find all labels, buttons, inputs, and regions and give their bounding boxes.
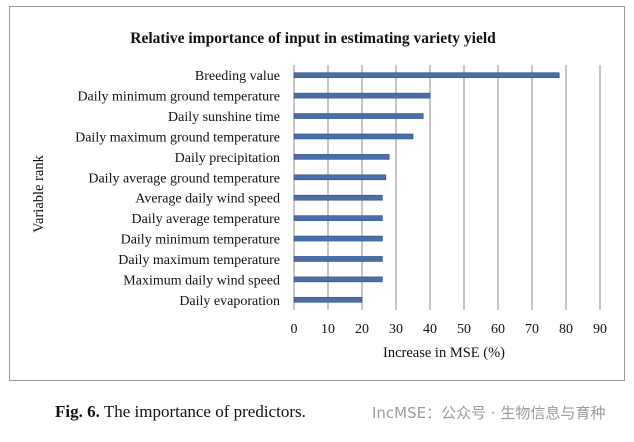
bar [293,235,383,242]
category-label: Daily evaporation [179,294,280,309]
caption-label: Fig. 6. [55,402,100,421]
bar [293,194,383,201]
bar [293,174,387,181]
bar [293,256,383,262]
category-label: Daily average temperature [132,212,280,227]
bar [293,92,431,99]
x-tick-label: 40 [423,322,437,337]
bar [293,276,383,283]
category-label: Daily maximum temperature [118,253,280,268]
category-label: Daily minimum temperature [121,233,280,248]
chart-title: Relative importance of input in estimati… [130,30,496,47]
x-tick-label: 80 [559,322,573,337]
y-axis-label: Variable rank [31,154,47,232]
category-label: Daily maximum ground temperature [75,130,280,145]
figure-caption: Fig. 6. The importance of predictors. [55,402,306,422]
bar-chart: Breeding value Daily minimum ground tempe… [31,30,608,361]
bar [293,113,424,119]
category-label: Maximum daily wind speed [123,273,280,288]
category-label: Average daily wind speed [135,192,280,207]
x-tick-label: 30 [389,322,403,337]
x-tick-label: 0 [291,322,298,337]
x-tick-label: 60 [491,322,505,337]
category-label: Daily sunshine time [168,110,280,125]
category-label: Breeding value [195,69,280,84]
x-tick-label: 50 [457,322,471,337]
x-tick-label: 90 [593,322,607,337]
bar [293,215,383,221]
caption-text: The importance of predictors. [103,402,306,421]
bar [293,154,390,160]
watermark: IncMSE：公众号 · 生物信息与育种 [372,404,606,422]
bar [293,72,560,79]
category-label: Daily minimum ground temperature [77,90,280,105]
category-labels: Breeding value Daily minimum ground tempe… [75,69,280,309]
figure-frame: Breeding value Daily minimum ground tempe… [9,6,625,381]
bar [293,133,414,140]
category-label: Daily precipitation [175,151,280,166]
bar [293,296,363,303]
bars [293,72,560,303]
x-axis-label: Increase in MSE (%) [383,345,505,361]
x-tick-label: 20 [355,322,369,337]
category-label: Daily average ground temperature [88,171,280,186]
x-tick-label: 10 [321,322,335,337]
x-tick-labels: 0 10 20 30 40 50 60 70 80 90 [291,322,608,337]
grid-lines [293,65,601,310]
x-tick-label: 70 [525,322,539,337]
